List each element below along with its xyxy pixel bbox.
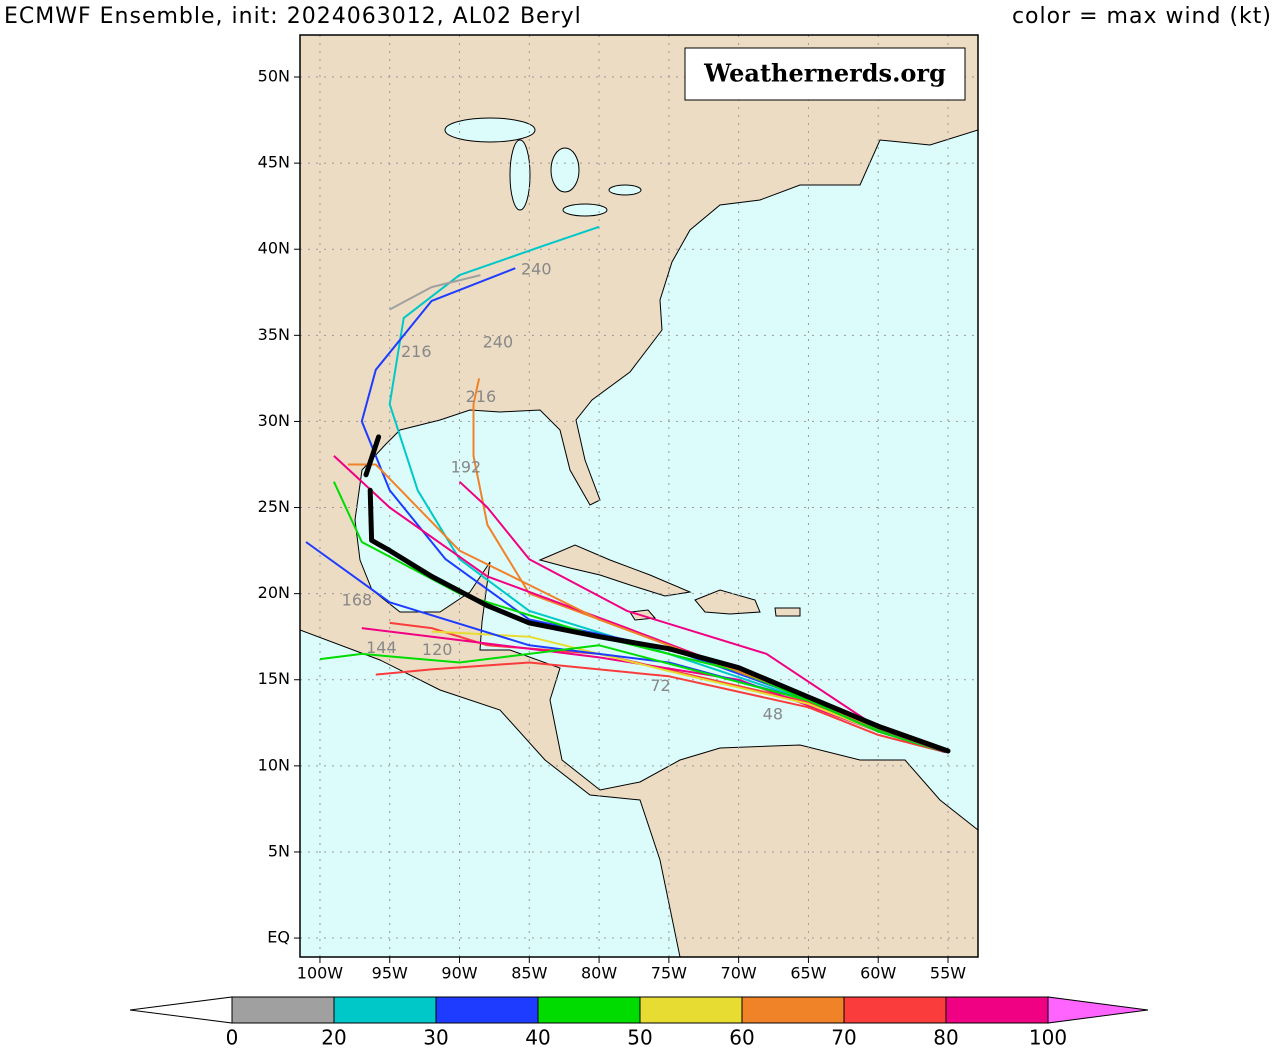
watermark: Weathernerds.org xyxy=(703,59,946,88)
y-tick-label: 50N xyxy=(258,67,290,86)
hour-label: 240 xyxy=(521,259,552,278)
hour-label: 216 xyxy=(466,387,497,406)
colorbar-label: 40 xyxy=(525,1026,550,1050)
member-track xyxy=(319,644,946,754)
hour-label: 240 xyxy=(483,333,514,352)
y-tick-label: 20N xyxy=(258,583,290,602)
plot-frame xyxy=(299,34,979,958)
puerto-rico xyxy=(774,607,801,617)
colorbar-label: 60 xyxy=(729,1026,754,1050)
member-track xyxy=(389,274,481,311)
lake-huron xyxy=(550,147,580,193)
x-tick-label: 95W xyxy=(372,964,408,983)
axes: 100W 95W 90W 85W 80W 75W 70W 65W 60W 55W EQ 5N 10N 15… xyxy=(258,67,967,983)
colorbar-label: 100 xyxy=(1029,1026,1067,1050)
x-tick-label: 55W xyxy=(930,964,966,983)
x-tick-label: 60W xyxy=(860,964,896,983)
x-tick-label: 75W xyxy=(651,964,687,983)
x-tick-label: 80W xyxy=(581,964,617,983)
y-tick-label: 10N xyxy=(258,755,290,774)
hour-label: 144 xyxy=(366,638,397,657)
hour-label: 192 xyxy=(451,457,482,476)
y-tick-label: EQ xyxy=(267,928,290,947)
colorbar-label: 0 xyxy=(226,1026,239,1050)
x-tick-label: 65W xyxy=(790,964,826,983)
watermark-box xyxy=(684,47,966,101)
y-tick-label: 45N xyxy=(258,153,290,172)
legend-note: color = max wind (kt) xyxy=(1012,4,1272,29)
title: ECMWF Ensemble, init: 2024063012, AL02 B… xyxy=(4,4,582,29)
y-tick-label: 30N xyxy=(258,411,290,430)
hour-label: 48 xyxy=(763,705,783,724)
y-tick-label: 35N xyxy=(258,325,290,344)
grid xyxy=(300,35,978,957)
lake-erie xyxy=(562,203,608,217)
colorbar-label: 80 xyxy=(933,1026,958,1050)
x-tick-label: 90W xyxy=(441,964,477,983)
colorbar-segment xyxy=(741,996,845,1024)
colorbar-segment xyxy=(843,996,947,1024)
colorbar-label: 50 xyxy=(627,1026,652,1050)
y-tick-label: 15N xyxy=(258,669,290,688)
colorbar-label: 70 xyxy=(831,1026,856,1050)
colorbar: 0 20 30 40 50 60 70 80 100 xyxy=(129,996,1149,1050)
y-tick-label: 5N xyxy=(268,841,290,860)
map-background: 192 216 240 240 216 168 144 120 72 48 xyxy=(300,35,978,957)
colorbar-segment xyxy=(435,996,539,1024)
colorbar-under xyxy=(129,996,233,1024)
colorbar-segment xyxy=(945,996,1049,1024)
tracks: 192 216 240 240 216 168 144 120 72 48 xyxy=(305,225,951,754)
hour-label: 72 xyxy=(650,676,670,695)
colorbar-segment xyxy=(333,996,437,1024)
x-tick-label: 100W xyxy=(297,964,344,983)
member-track xyxy=(375,661,946,754)
lake-michigan xyxy=(509,139,531,211)
colorbar-label: 30 xyxy=(423,1026,448,1050)
hour-label: 120 xyxy=(422,640,453,659)
hour-label: 216 xyxy=(401,342,432,361)
colorbar-over xyxy=(1047,996,1149,1024)
lake-ontario xyxy=(608,184,642,196)
hispaniola xyxy=(694,589,761,615)
x-tick-label: 85W xyxy=(511,964,547,983)
lake-superior xyxy=(444,117,536,143)
hour-label: 168 xyxy=(342,591,373,610)
colorbar-label: 20 xyxy=(321,1026,346,1050)
colorbar-segment xyxy=(537,996,641,1024)
y-tick-label: 25N xyxy=(258,497,290,516)
colorbar-segment xyxy=(639,996,743,1024)
y-tick-label: 40N xyxy=(258,239,290,258)
x-tick-label: 70W xyxy=(721,964,757,983)
mean-track xyxy=(363,434,951,754)
colorbar-segment xyxy=(231,996,335,1024)
